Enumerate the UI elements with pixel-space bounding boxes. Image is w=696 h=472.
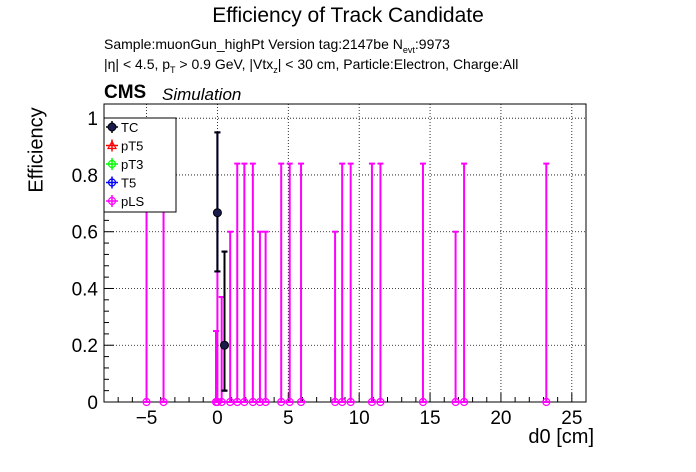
y-tick-label: 0 xyxy=(87,393,98,414)
pls-marker xyxy=(277,397,286,407)
tc-marker xyxy=(220,340,229,350)
series-pls xyxy=(142,162,551,407)
tc-marker xyxy=(107,122,117,132)
pls-marker xyxy=(285,397,294,407)
pls-marker xyxy=(542,397,551,407)
pls-marker xyxy=(261,397,270,407)
data-layer xyxy=(142,131,551,407)
legend-entry-tc: TC xyxy=(106,120,138,135)
legend-entry-pt5: pT5 xyxy=(106,139,143,154)
y-tick-label: 0.2 xyxy=(72,336,98,357)
pls-marker xyxy=(142,397,151,407)
legend-entry-pls: pLS xyxy=(106,194,144,209)
pls-marker xyxy=(459,397,469,407)
pls-marker xyxy=(346,397,355,407)
legend-label: pT3 xyxy=(121,157,143,172)
subtitle-eta-cut: |η| < 4.5, p xyxy=(104,56,171,72)
subtitle-vtx-subscript: z xyxy=(273,64,278,75)
x-tick-label: 25 xyxy=(561,408,582,429)
legend-box xyxy=(103,117,177,213)
legend-label: pLS xyxy=(121,194,144,209)
y-tick-label: 0.8 xyxy=(72,166,98,187)
legend-label: TC xyxy=(121,120,138,135)
chart-title: Efficiency of Track Candidate xyxy=(212,4,484,27)
x-tick-label: 15 xyxy=(419,408,440,429)
simulation-label: Simulation xyxy=(162,85,242,104)
x-tick-label: 20 xyxy=(490,408,511,429)
pls-marker xyxy=(240,397,249,407)
t5-marker xyxy=(107,178,117,187)
pt5-marker xyxy=(106,140,118,150)
x-tick-label: 10 xyxy=(349,408,370,429)
pls-marker xyxy=(217,397,226,407)
legend: TC pT5 pT3 T5 pLS xyxy=(103,117,177,213)
pls-marker xyxy=(338,397,347,407)
pls-marker xyxy=(159,397,168,407)
pls-marker xyxy=(376,397,385,407)
series-tc xyxy=(212,131,229,392)
legend-entry-pt3: pT3 xyxy=(106,157,143,172)
chart-subtitle-sample: Sample:muonGun_highPt Version tag:2147be… xyxy=(104,36,450,55)
subtitle-nevt-subscript: evt xyxy=(402,44,415,55)
pls-marker xyxy=(296,397,306,407)
pls-marker xyxy=(451,397,460,407)
pls-marker xyxy=(418,397,428,407)
subtitle-particle: | < 30 cm, Particle:Electron, Charge:All xyxy=(277,56,519,72)
x-tick-label: −5 xyxy=(136,408,158,429)
pls-marker xyxy=(107,196,117,206)
x-axis-label: d0 [cm] xyxy=(528,426,594,448)
pls-marker xyxy=(367,397,377,407)
chart-subtitle-cuts: |η| < 4.5, pT > 0.9 GeV, |Vtxz| < 30 cm,… xyxy=(104,56,518,75)
subtitle-pt-subscript: T xyxy=(170,64,176,75)
cms-label: CMS xyxy=(104,82,147,103)
legend-label: pT5 xyxy=(121,139,143,154)
y-tick-label: 1 xyxy=(87,109,98,130)
subtitle-nevt-value: :9973 xyxy=(414,36,450,52)
pt3-marker xyxy=(107,159,117,169)
legend-entry-t5: T5 xyxy=(106,176,136,191)
tc-marker xyxy=(212,208,222,218)
legend-label: T5 xyxy=(121,176,136,191)
y-tick-label: 0.4 xyxy=(72,279,99,300)
x-tick-label: 0 xyxy=(212,408,223,429)
subtitle-pt-cut: > 0.9 GeV, |Vtx xyxy=(175,56,274,72)
x-tick-label: 5 xyxy=(283,408,294,429)
subtitle-sample-text: Sample:muonGun_highPt Version tag:2147be… xyxy=(104,36,403,52)
y-tick-label: 0.6 xyxy=(72,223,98,244)
